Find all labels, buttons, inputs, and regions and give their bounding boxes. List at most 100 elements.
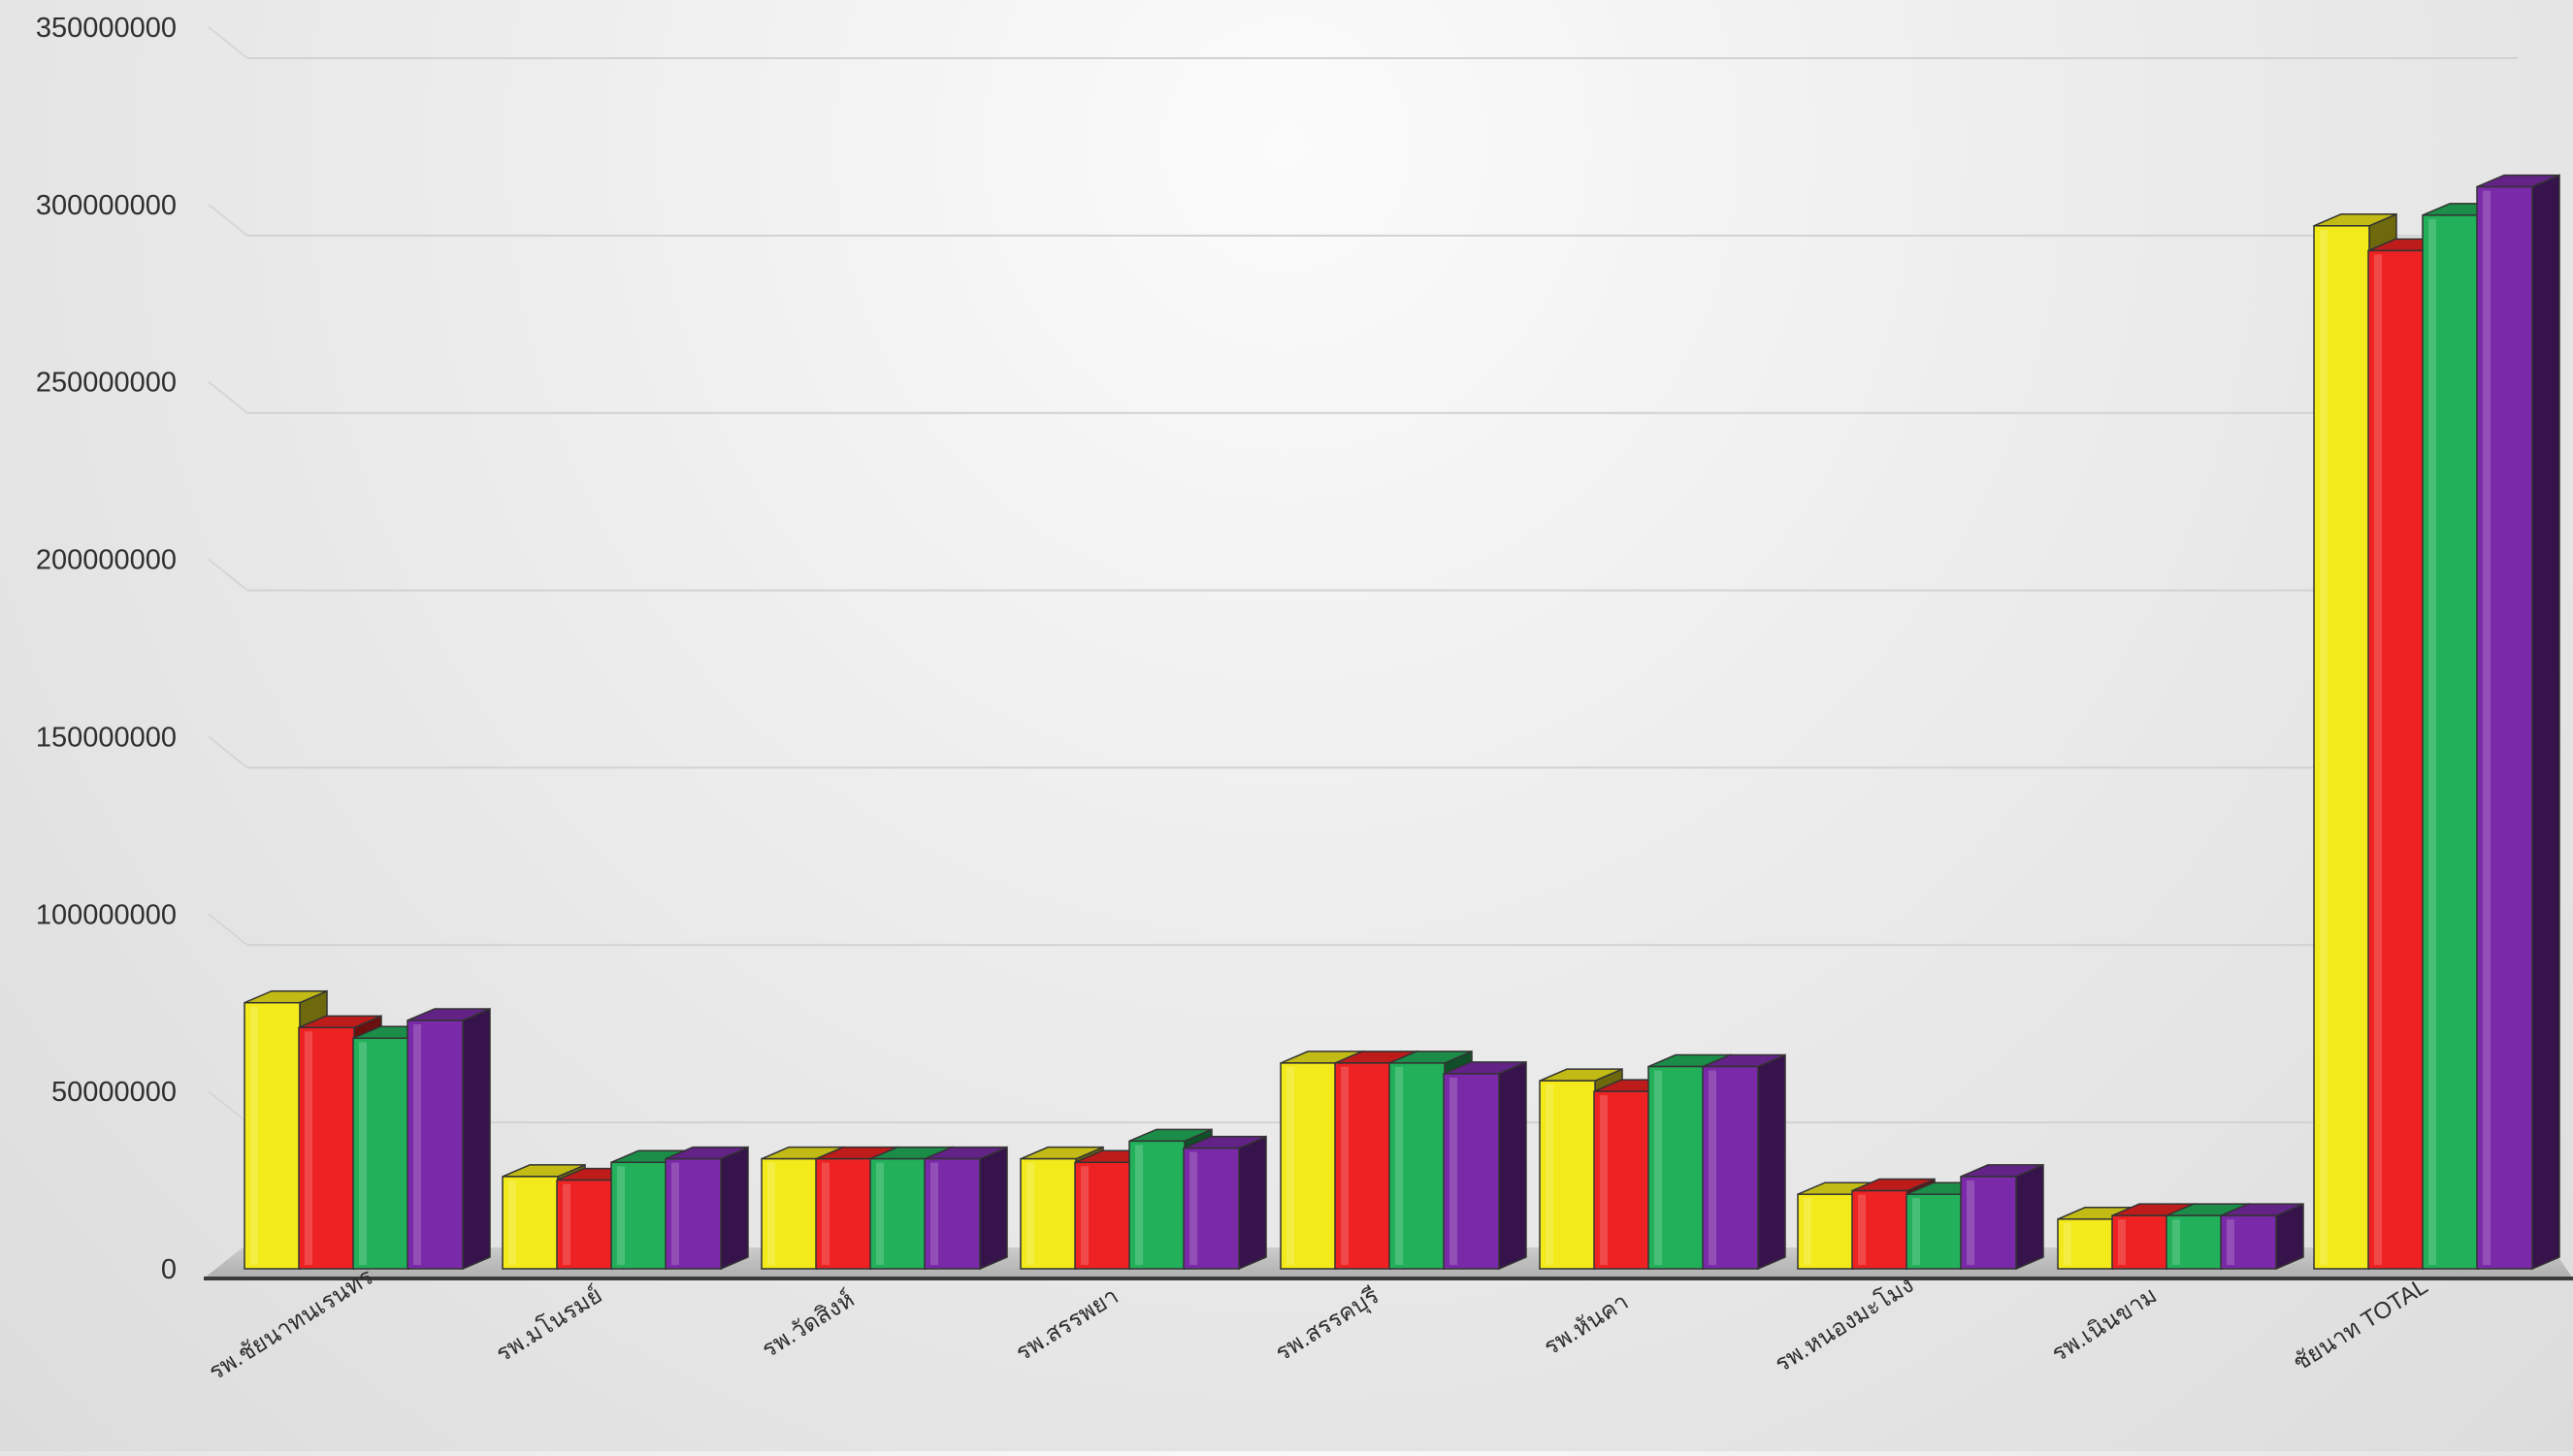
bar-front xyxy=(1702,1065,1759,1270)
bar-side xyxy=(979,1146,1008,1271)
bar-side xyxy=(2015,1163,2044,1271)
bar-highlight xyxy=(1286,1066,1294,1265)
bar-highlight xyxy=(930,1162,938,1265)
bar-highlight xyxy=(876,1162,884,1265)
bar-0-3 xyxy=(407,1007,491,1271)
bar-front xyxy=(352,1037,409,1270)
bar-highlight xyxy=(767,1162,775,1265)
x-category-label: รพ.หันคา xyxy=(1540,1288,1634,1360)
bar-highlight xyxy=(2118,1219,2126,1265)
bar-front xyxy=(665,1157,722,1270)
bar-front xyxy=(556,1179,613,1270)
bar-highlight xyxy=(1858,1194,1866,1265)
y-tick-label: 50000000 xyxy=(51,1077,177,1108)
y-tick-label: 200000000 xyxy=(36,545,177,576)
gridline-diagonal xyxy=(208,735,248,769)
bar-front xyxy=(298,1026,355,1270)
bar-highlight xyxy=(1341,1066,1349,1265)
bar-front xyxy=(244,1001,301,1270)
bar-highlight xyxy=(1912,1198,1920,1265)
y-tick-label: 250000000 xyxy=(36,368,177,399)
bar-front xyxy=(1020,1157,1077,1270)
bar-side xyxy=(720,1146,749,1271)
bar-side xyxy=(462,1007,491,1271)
bar-highlight xyxy=(2483,190,2491,1266)
bar-highlight xyxy=(305,1031,312,1265)
y-tick-label: 0 xyxy=(161,1254,177,1285)
x-category-label: รพ.สรรคบุรี xyxy=(1271,1282,1384,1367)
bar-highlight xyxy=(563,1183,570,1265)
x-category-label: รพ.ชัยนาทนเรนทร xyxy=(205,1264,378,1386)
gridlines xyxy=(208,26,2518,1124)
bar-highlight xyxy=(2172,1219,2180,1265)
bar-side xyxy=(1498,1060,1527,1271)
bar-5-3 xyxy=(1702,1053,1786,1271)
bar-side xyxy=(1238,1135,1267,1271)
x-category-label: รพ.วัดสิงห์ xyxy=(757,1285,859,1363)
bar-front xyxy=(2476,185,2533,1270)
bar-highlight xyxy=(1081,1166,1089,1265)
bar-front xyxy=(924,1157,981,1270)
x-category-label: รพ.หนองมะโมง xyxy=(1770,1271,1918,1377)
bar-4-3 xyxy=(1443,1060,1527,1271)
x-category-label: รพ.สรรพยา xyxy=(1011,1283,1123,1367)
bar-highlight xyxy=(1709,1070,1716,1265)
bar-highlight xyxy=(1804,1198,1811,1265)
bar-front xyxy=(1797,1193,1854,1270)
y-axis-ticks: 0 50000000 100000000 150000000 200000000 2500… xyxy=(36,13,177,1285)
gridline-diagonal xyxy=(208,204,248,237)
x-axis-labels: รพ.ชัยนาทนเรนทร รพ.มโนรมย์ รพ.วัดสิงห์ รพ.ส… xyxy=(205,1264,2433,1386)
bar-front xyxy=(610,1161,668,1270)
bar-highlight xyxy=(413,1024,421,1265)
bar-front xyxy=(2313,225,2370,1270)
bar-highlight xyxy=(508,1180,516,1265)
bar-highlight xyxy=(822,1162,830,1265)
bars xyxy=(244,174,2560,1271)
y-tick-label: 100000000 xyxy=(36,899,177,930)
bar-highlight xyxy=(2320,229,2328,1265)
bar-front xyxy=(407,1019,464,1270)
bar-front xyxy=(1334,1062,1391,1270)
bar-7-3 xyxy=(2220,1203,2304,1271)
gridline-diagonal xyxy=(208,558,248,592)
y-tick-label: 350000000 xyxy=(36,13,177,44)
bar-highlight xyxy=(1546,1084,1553,1265)
gridline-diagonal xyxy=(208,26,248,59)
y-tick-label: 300000000 xyxy=(36,190,177,221)
bar-2-3 xyxy=(924,1146,1008,1271)
bar-side xyxy=(2531,174,2560,1271)
bar-front xyxy=(2220,1214,2277,1270)
bar-highlight xyxy=(359,1042,367,1265)
bar-highlight xyxy=(1395,1066,1403,1265)
bar-8-3 xyxy=(2476,174,2560,1271)
bar-front xyxy=(2422,214,2479,1270)
bar-highlight xyxy=(2374,254,2382,1265)
bar-highlight xyxy=(1189,1151,1197,1265)
bar-front xyxy=(1960,1176,2017,1270)
bar-front xyxy=(1280,1062,1337,1270)
x-category-label: ชัยนาท TOTAL xyxy=(2289,1273,2432,1376)
gridline-diagonal xyxy=(208,1090,248,1123)
bar-6-3 xyxy=(1960,1163,2044,1271)
bar-front xyxy=(1905,1193,1963,1270)
bar-1-3 xyxy=(665,1146,749,1271)
bar-3-3 xyxy=(1183,1135,1267,1271)
bar-highlight xyxy=(671,1162,679,1265)
x-category-label: รพ.มโนรมย์ xyxy=(491,1281,606,1368)
bar-highlight xyxy=(1600,1095,1608,1265)
bar-highlight xyxy=(1449,1077,1457,1265)
bar-front xyxy=(1443,1073,1500,1270)
gridline-diagonal xyxy=(208,380,248,414)
bar-highlight xyxy=(2064,1222,2071,1265)
bar-highlight xyxy=(1654,1070,1662,1265)
bar-front xyxy=(869,1157,927,1270)
bar-front xyxy=(815,1157,872,1270)
bar-front xyxy=(761,1157,818,1270)
bar-highlight xyxy=(2428,218,2436,1265)
bar-front xyxy=(1074,1161,1131,1270)
bar-highlight xyxy=(1967,1180,1974,1265)
bar-highlight xyxy=(1026,1162,1034,1265)
bar-highlight xyxy=(250,1006,258,1265)
